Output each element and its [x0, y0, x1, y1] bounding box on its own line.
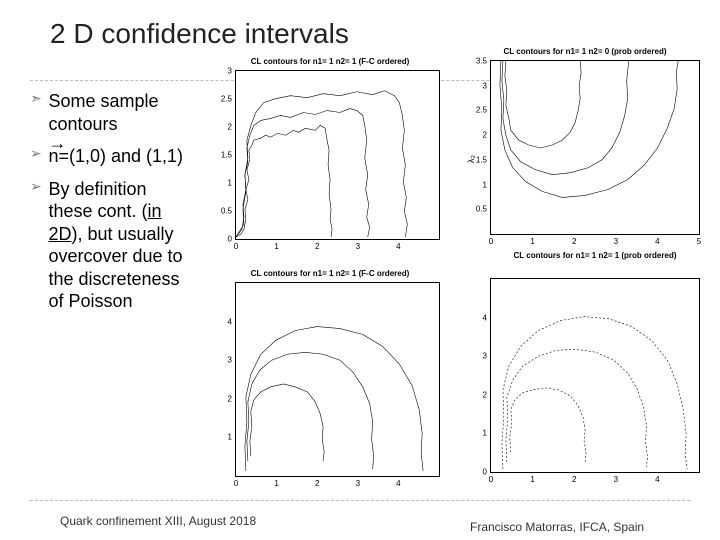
chart-top-right: CL contours for n1= 1 n2= 0 (prob ordere… [460, 48, 710, 258]
divider-bottom [30, 500, 690, 501]
bullet-3-text: By definition these cont. (in 2D), but u… [48, 178, 188, 313]
tick-y: 1 [216, 179, 232, 188]
tick-y: 0 [471, 468, 487, 477]
chart-bottom-right: 0 1 2 3 4 0 1 2 3 4 [460, 270, 710, 490]
tick-y: 2.5 [471, 106, 487, 115]
tick-y: 0.5 [216, 207, 232, 216]
tick-y: 0 [216, 235, 232, 244]
tick-x: 4 [396, 242, 400, 251]
plot-tr: 0.511.522.533.5012345 [490, 60, 700, 235]
footer-right: Francisco Matorras, IFCA, Spain [470, 520, 690, 534]
chart-top-left: CL contours for n1= 1 n2= 1 (F-C ordered… [210, 58, 450, 258]
tick-x: 1 [274, 479, 278, 488]
tick-y: 3 [216, 67, 232, 76]
chart-bl-title: CL contours for n1= 1 n2= 1 (F-C ordered… [210, 269, 450, 278]
plot-bl: 123401234 [235, 282, 440, 477]
tick-x: 3 [356, 479, 360, 488]
bullet-2: ➢ →n=(1,0) and (1,1) [30, 145, 190, 168]
tick-y: 3 [471, 352, 487, 361]
bullet-2-text: →n=(1,0) and (1,1) [48, 145, 188, 168]
tick-x: 0 [489, 237, 493, 246]
tick-x: 0 [489, 475, 493, 484]
tick-x: 4 [655, 237, 659, 246]
tick-x: 0 [234, 242, 238, 251]
chart-tl-title: CL contours for n1= 1 n2= 1 (F-C ordered… [210, 57, 450, 66]
tick-x: 4 [396, 479, 400, 488]
chart-tr-xlabel: CL contours for n1= 1 n2= 1 (prob ordere… [490, 251, 700, 260]
tick-x: 2 [315, 479, 319, 488]
tick-y: 3 [471, 81, 487, 90]
chevron-icon: ➣ [30, 90, 44, 107]
tick-x: 1 [530, 237, 534, 246]
tick-y: 2 [216, 394, 232, 403]
plot-tl: 00.511.522.5301234 [235, 70, 440, 240]
tick-y: 4 [471, 313, 487, 322]
chevron-icon: ➢ [30, 145, 44, 162]
tick-y: 2 [216, 123, 232, 132]
chart-tr-title: CL contours for n1= 1 n2= 0 (prob ordere… [460, 47, 710, 56]
tick-y: 1.5 [216, 151, 232, 160]
plot-br: 0123401234 [490, 278, 700, 473]
tick-x: 2 [572, 237, 576, 246]
tick-x: 3 [614, 237, 618, 246]
contours-bl [236, 283, 439, 476]
tick-y: 3.5 [471, 57, 487, 66]
tick-x: 3 [356, 242, 360, 251]
bullet-3: ➢ By definition these cont. (in 2D), but… [30, 178, 190, 313]
page-title: 2 D confidence intervals [50, 18, 349, 50]
tick-x: 1 [530, 475, 534, 484]
chevron-icon: ➢ [30, 178, 44, 195]
tick-y: 2 [471, 390, 487, 399]
tick-x: 2 [572, 475, 576, 484]
bullet-1-text: Some sample contours [48, 90, 188, 135]
tick-y: 1.5 [471, 155, 487, 164]
tick-y: 4 [216, 317, 232, 326]
tick-x: 2 [315, 242, 319, 251]
tick-y: 1 [471, 429, 487, 438]
bullet-1: ➣ Some sample contours [30, 90, 190, 135]
contours-tl [236, 71, 439, 239]
bullet-2-b: =(1,0) and (1,1) [58, 146, 183, 166]
bullet-list: ➣ Some sample contours ➢ →n=(1,0) and (1… [30, 90, 190, 323]
bullet-3-a: By definition these cont. ( [48, 179, 147, 222]
chart-bottom-left: CL contours for n1= 1 n2= 1 (F-C ordered… [210, 270, 450, 490]
footer-left: Quark confinement XIII, August 2018 [60, 514, 256, 528]
tick-y: 2.5 [216, 95, 232, 104]
tick-x: 0 [234, 479, 238, 488]
tick-x: 1 [274, 242, 278, 251]
tick-x: 3 [614, 475, 618, 484]
tick-x: 5 [697, 237, 701, 246]
tick-y: 3 [216, 356, 232, 365]
contours-br [491, 279, 699, 472]
slide: 2 D confidence intervals ➣ Some sample c… [0, 0, 720, 540]
tick-x: 4 [655, 475, 659, 484]
tick-y: 2 [471, 131, 487, 140]
contours-tr [491, 61, 699, 234]
tick-y: 1 [216, 433, 232, 442]
tick-y: 0.5 [471, 205, 487, 214]
tick-y: 1 [471, 180, 487, 189]
